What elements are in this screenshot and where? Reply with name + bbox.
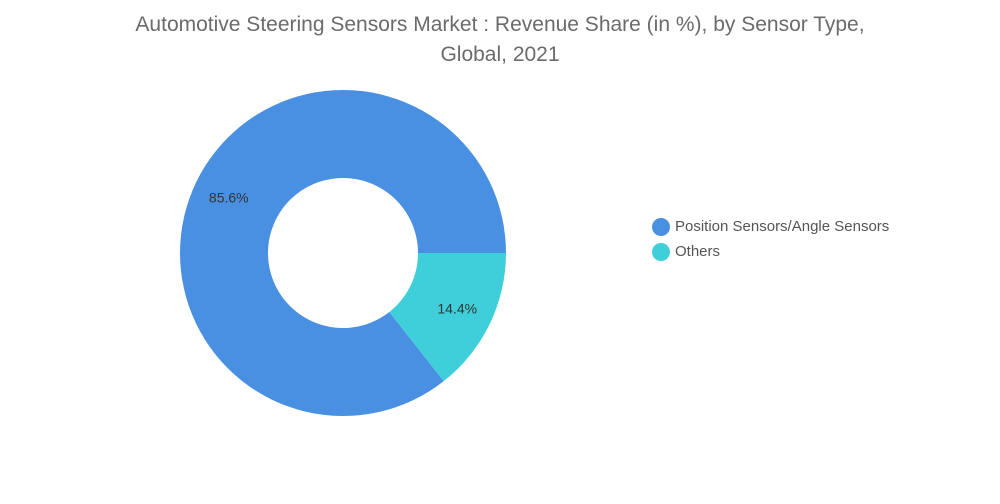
slice-label-position-sensors-angle-sensors: 85.6% (209, 189, 249, 205)
slice-position-sensors-angle-sensors[interactable] (179, 90, 507, 416)
legend: Position Sensors/Angle Sensors Others (652, 214, 889, 264)
legend-label-position-sensors: Position Sensors/Angle Sensors (675, 218, 890, 235)
legend-swatch-others (652, 242, 670, 261)
legend-swatch-position-sensors (652, 217, 670, 236)
chart-title-line-1: Automotive Steering Sensors Market : Rev… (135, 13, 865, 36)
legend-label-others: Others (675, 243, 721, 260)
legend-item-others[interactable]: Others (652, 239, 889, 264)
slice-others[interactable] (389, 253, 506, 382)
chart-title-line-2: Global, 2021 (440, 43, 560, 66)
chart-title: Automotive Steering Sensors Market : Rev… (0, 10, 1000, 70)
slice-label-others: 14.4% (437, 301, 477, 317)
legend-item-position-sensors[interactable]: Position Sensors/Angle Sensors (652, 214, 889, 239)
